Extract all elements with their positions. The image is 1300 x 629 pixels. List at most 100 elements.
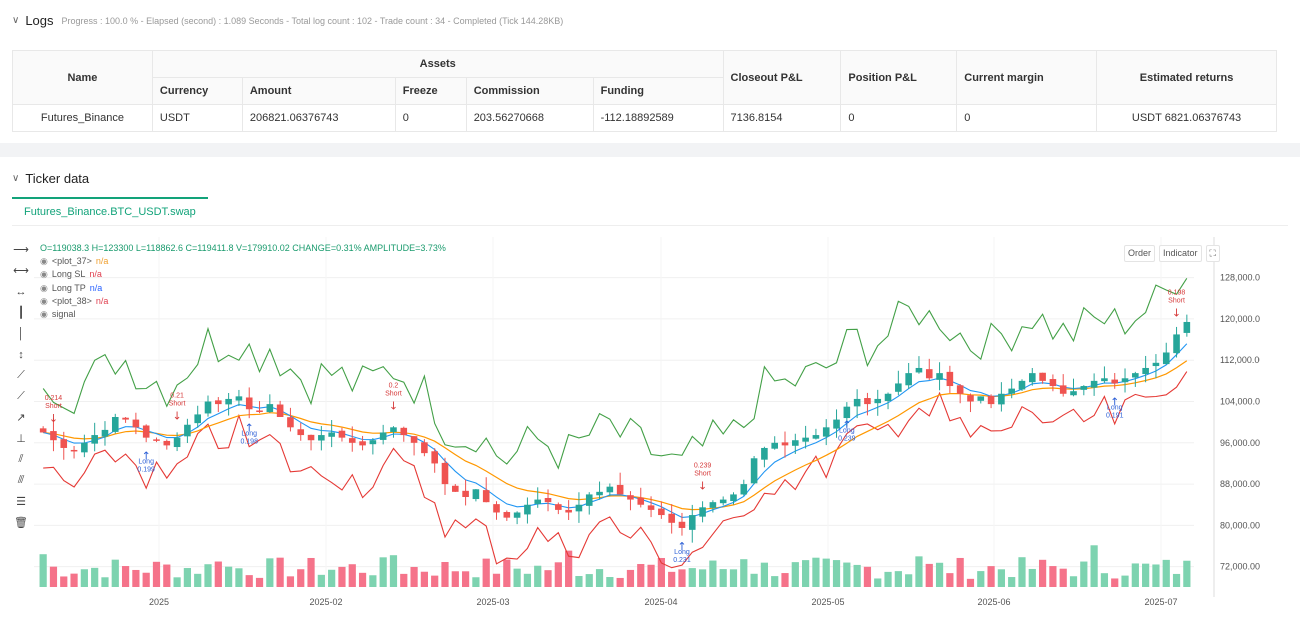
cell-closeout: 7136.8154 — [722, 104, 842, 132]
volume-bar — [1172, 573, 1181, 587]
candle — [709, 502, 717, 508]
volume-bar — [832, 560, 841, 587]
logs-title: Logs — [25, 13, 54, 28]
legend-item[interactable]: ◉ <plot_38> n/a — [40, 295, 446, 308]
fib-icon[interactable]: ☰ — [16, 496, 26, 508]
chevron-down-icon[interactable]: ∨ — [12, 15, 20, 26]
legend-item[interactable]: ◉ Long SL n/a — [40, 268, 446, 281]
candle — [822, 427, 830, 437]
trend-line-icon[interactable]: ⟋ — [17, 369, 25, 381]
legend-item[interactable]: ◉ signal — [40, 308, 446, 321]
fullscreen-icon[interactable]: ⛶ — [1205, 245, 1220, 262]
logs-header[interactable]: ∨ Logs Progress : 100.0 % - Elapsed (sec… — [12, 13, 563, 28]
arrow-icon[interactable]: ↗ — [16, 412, 26, 424]
signal-sublabel: Short — [1168, 297, 1185, 304]
v-range-icon[interactable]: ↕ — [18, 348, 24, 361]
ema-fast-line — [43, 343, 1188, 518]
volume-bar — [843, 562, 851, 587]
volume-bar — [307, 557, 315, 587]
candle — [678, 521, 686, 528]
parallel-icon[interactable]: ⫽ — [18, 453, 24, 465]
signal-label: Long — [138, 459, 154, 466]
volume-bar — [894, 571, 902, 587]
signal-sublabel: 0.239 — [838, 436, 856, 443]
cell-freeze: 0 — [394, 104, 467, 132]
legend-value: n/a — [95, 295, 109, 306]
candle — [153, 439, 160, 441]
volume-bar — [121, 566, 130, 587]
candle — [699, 507, 706, 517]
volume-bar — [966, 578, 975, 587]
eye-icon[interactable]: ◉ — [40, 309, 48, 320]
col-name: Name — [12, 50, 153, 105]
horizontal-line-icon[interactable]: ⟷ — [13, 265, 29, 277]
eye-icon[interactable]: ◉ — [40, 269, 48, 280]
legend-name: Long TP — [51, 282, 86, 293]
upper-band-line — [42, 278, 1188, 470]
vertical-bar-icon[interactable]: │ — [17, 327, 25, 340]
candle — [173, 437, 181, 448]
volume-bar — [1111, 578, 1119, 587]
eye-icon[interactable]: ◉ — [40, 256, 48, 267]
volume-bar — [987, 566, 995, 587]
candle — [369, 440, 377, 445]
candle — [1183, 321, 1191, 333]
trash-icon[interactable]: 🗑 — [14, 517, 28, 529]
candle — [266, 404, 274, 413]
candle — [379, 432, 387, 440]
volume-bar — [1090, 545, 1098, 587]
col-amount: Amount — [241, 77, 396, 105]
order-button[interactable]: Order — [1124, 245, 1156, 262]
long-arrow-icon: ↑ — [677, 540, 686, 553]
candle — [318, 435, 325, 441]
chevron-down-icon[interactable]: ∨ — [12, 173, 20, 184]
candle — [895, 383, 902, 392]
volume-bar — [451, 571, 459, 587]
cell-returns: USDT 6821.06376743 — [1096, 104, 1277, 132]
ticker-header[interactable]: ∨ Ticker data — [12, 171, 89, 186]
candle — [1173, 334, 1180, 354]
col-closeout: Closeout P&L — [722, 50, 842, 105]
cursor-line-icon[interactable]: ⟶ — [13, 244, 29, 256]
candle — [101, 429, 109, 437]
volume-bar — [358, 572, 367, 587]
candle — [184, 424, 191, 437]
volume-bar — [905, 574, 913, 587]
legend-item[interactable]: ◉ Long TP n/a — [40, 282, 446, 295]
candle — [1070, 391, 1077, 396]
candle — [761, 447, 768, 460]
h-ray-icon[interactable]: ↔ — [15, 285, 27, 298]
chart-buttons: Order Indicator ⛶ — [1124, 245, 1220, 262]
volume-bar — [400, 573, 408, 587]
tab-btc-usdt-swap[interactable]: Futures_Binance.BTC_USDT.swap — [12, 197, 208, 225]
volume-bar — [286, 576, 295, 587]
volume-bar — [492, 573, 501, 587]
price-chart[interactable]: 128,000.00 120,000.00 112,000.00 104,000.00… — [34, 237, 1260, 613]
volume-bar — [461, 571, 470, 587]
candle — [905, 373, 912, 386]
measure-icon[interactable]: ⊥ — [16, 433, 26, 445]
volume-bar — [729, 569, 738, 587]
x-tick-label: 2025-06 — [977, 597, 1010, 607]
candle — [555, 504, 562, 510]
candle — [307, 434, 315, 441]
legend-item[interactable]: ◉ <plot_37> n/a — [40, 255, 446, 268]
signal-label: Long — [674, 549, 690, 556]
signal-label: 0.21 — [170, 393, 184, 400]
candle — [1059, 385, 1067, 394]
signal-label: 0.198 — [1168, 289, 1186, 296]
assets-group-header: Assets — [151, 50, 724, 78]
short-arrow-icon: ↓ — [389, 399, 398, 412]
candle — [122, 417, 129, 420]
volume-bar — [379, 557, 387, 587]
volume-bar — [1080, 561, 1088, 587]
candle — [60, 439, 68, 448]
ray-icon[interactable]: ⟋ — [17, 390, 25, 402]
x-tick-label: 2025-05 — [811, 597, 844, 607]
candle — [400, 427, 408, 436]
indicator-button[interactable]: Indicator — [1159, 245, 1202, 262]
vertical-line-icon[interactable]: ┃ — [17, 307, 25, 319]
eye-icon[interactable]: ◉ — [40, 282, 48, 293]
eye-icon[interactable]: ◉ — [40, 295, 48, 306]
pitchfork-icon[interactable]: ⫻ — [17, 474, 25, 486]
